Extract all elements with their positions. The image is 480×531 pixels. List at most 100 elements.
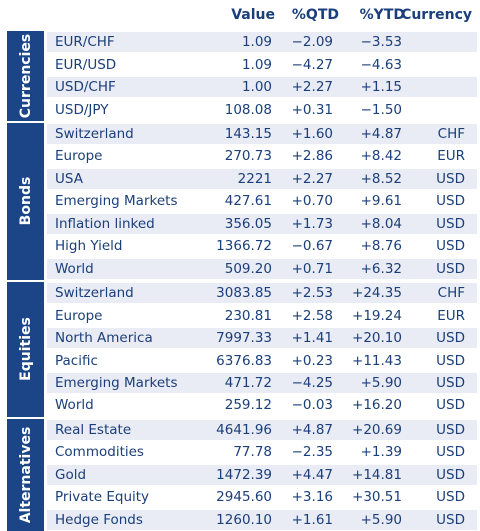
row-value: 230.81 — [224, 307, 272, 324]
row-ytd: +9.61 — [360, 193, 402, 210]
row-currency: USD — [436, 193, 465, 210]
row-qtd: +1.73 — [291, 215, 333, 232]
table-row: Inflation linked 356.05 +1.73 +8.04 USD — [47, 213, 477, 234]
row-qtd: +2.53 — [291, 285, 333, 302]
row-name: Commodities — [55, 444, 144, 461]
group-band: Alternatives — [7, 418, 44, 531]
row-ytd: +8.04 — [360, 215, 402, 232]
row-name: World — [55, 397, 94, 414]
group-label: Alternatives — [17, 426, 34, 524]
table-row: EUR/USD 1.09 −4.27 −4.63 — [47, 55, 477, 75]
row-value: 1.09 — [241, 34, 272, 51]
header-qtd: %QTD — [291, 7, 339, 23]
row-value: 1366.72 — [216, 238, 272, 255]
table-row: Real Estate 4641.96 +4.87 +20.69 USD — [47, 419, 477, 440]
group-bonds: Bonds Switzerland 143.15 +1.60 +4.87 CHF Europ… — [7, 122, 477, 280]
row-name: EUR/USD — [55, 56, 117, 73]
row-value: 509.20 — [224, 260, 272, 277]
row-currency: USD — [436, 511, 465, 528]
row-ytd: +24.35 — [352, 285, 402, 302]
table-row: Pacific 6376.83 +0.23 +11.43 USD — [47, 351, 477, 371]
table-row: Gold 1472.39 +4.47 +14.81 USD — [47, 464, 477, 485]
table-row: Emerging Markets 471.72 −4.25 +5.90 USD — [47, 372, 477, 393]
row-ytd: +8.52 — [360, 170, 402, 187]
row-ytd: −4.63 — [360, 56, 402, 73]
row-value: 108.08 — [224, 101, 272, 118]
group-label: Bonds — [17, 177, 34, 226]
row-currency: USD — [436, 330, 465, 347]
row-qtd: +2.27 — [291, 79, 333, 96]
row-ytd: +20.10 — [352, 330, 402, 347]
table-row: USD/CHF 1.00 +2.27 +1.15 — [47, 77, 477, 98]
group-label: Currencies — [17, 33, 34, 119]
row-qtd: +0.70 — [291, 193, 333, 210]
row-name: USA — [55, 170, 83, 187]
row-qtd: +0.23 — [291, 352, 333, 369]
row-qtd: +1.60 — [291, 126, 333, 143]
row-ytd: +19.24 — [352, 307, 402, 324]
group-equities: Equities Switzerland 3083.85 +2.53 +24.35 CHF… — [7, 281, 477, 417]
row-name: North America — [55, 330, 153, 347]
row-value: 7997.33 — [216, 330, 272, 347]
header-ytd: %YTD — [359, 7, 405, 23]
row-ytd: +16.20 — [352, 397, 402, 414]
row-currency: USD — [436, 260, 465, 277]
table-row: Europe 270.73 +2.86 +8.42 EUR — [47, 146, 477, 166]
row-value: 4641.96 — [216, 421, 272, 438]
row-value: 471.72 — [224, 374, 272, 391]
row-name: Europe — [55, 307, 103, 324]
row-ytd: +8.76 — [360, 238, 402, 255]
row-name: Emerging Markets — [55, 193, 178, 210]
row-currency: USD — [436, 421, 465, 438]
row-qtd: +0.71 — [291, 260, 333, 277]
row-ytd: +30.51 — [352, 489, 402, 506]
table-row: Commodities 77.78 −2.35 +1.39 USD — [47, 442, 477, 462]
row-value: 77.78 — [233, 444, 272, 461]
row-currency: CHF — [437, 126, 465, 143]
row-currency: USD — [436, 238, 465, 255]
row-name: Emerging Markets — [55, 374, 178, 391]
row-value: 356.05 — [224, 215, 272, 232]
group-band: Currencies — [7, 31, 44, 121]
row-qtd: +3.16 — [291, 489, 333, 506]
row-ytd: +11.43 — [352, 352, 402, 369]
row-ytd: +4.87 — [360, 126, 402, 143]
row-qtd: −4.27 — [291, 56, 333, 73]
row-currency: USD — [436, 215, 465, 232]
table-row: World 259.12 −0.03 +16.20 USD — [47, 395, 477, 415]
row-qtd: +4.87 — [291, 421, 333, 438]
group-band: Bonds — [7, 122, 44, 280]
header-value: Value — [231, 7, 275, 23]
row-qtd: −0.67 — [291, 238, 333, 255]
table-row: Switzerland 143.15 +1.60 +4.87 CHF — [47, 124, 477, 145]
table-row: Switzerland 3083.85 +2.53 +24.35 CHF — [47, 283, 477, 304]
row-currency: USD — [436, 352, 465, 369]
row-name: Switzerland — [55, 126, 134, 143]
table-row: USD/JPY 108.08 +0.31 −1.50 — [47, 100, 477, 120]
row-qtd: −0.03 — [291, 397, 333, 414]
row-value: 259.12 — [224, 397, 272, 414]
row-value: 3083.85 — [216, 285, 272, 302]
table-row: USA 2221 +2.27 +8.52 USD — [47, 168, 477, 189]
header-currency: Currency — [401, 7, 472, 23]
row-name: Pacific — [55, 352, 98, 369]
row-qtd: +0.31 — [291, 101, 333, 118]
row-ytd: +8.42 — [360, 148, 402, 165]
row-ytd: −3.53 — [360, 34, 402, 51]
row-qtd: +4.47 — [291, 466, 333, 483]
group-alternatives: Alternatives Real Estate 4641.96 +4.87 +20.6… — [7, 418, 477, 531]
table-row: North America 7997.33 +1.41 +20.10 USD — [47, 328, 477, 349]
row-qtd: +2.27 — [291, 170, 333, 187]
row-currency: CHF — [437, 285, 465, 302]
row-name: Europe — [55, 148, 103, 165]
row-ytd: +1.15 — [360, 79, 402, 96]
row-name: Gold — [55, 466, 87, 483]
row-currency: USD — [436, 466, 465, 483]
row-value: 2221 — [237, 170, 272, 187]
row-ytd: −1.50 — [360, 101, 402, 118]
row-currency: USD — [436, 489, 465, 506]
row-ytd: +5.90 — [360, 511, 402, 528]
group-band: Equities — [7, 281, 44, 417]
row-ytd: +14.81 — [352, 466, 402, 483]
row-currency: EUR — [437, 307, 465, 324]
